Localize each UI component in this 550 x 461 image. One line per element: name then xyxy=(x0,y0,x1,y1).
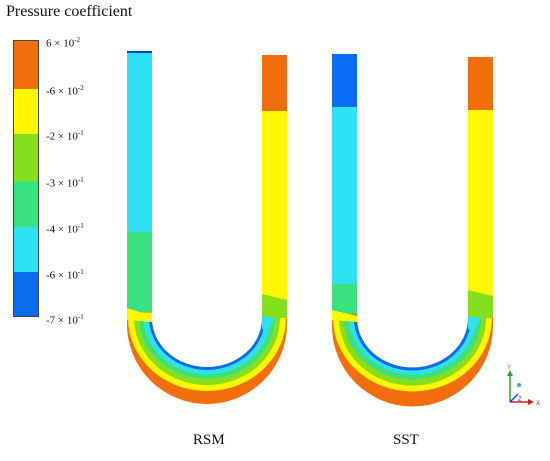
rsm-inner-gap xyxy=(152,48,262,367)
rsm-left-leg-lower xyxy=(127,232,152,312)
z-axis-letter: Z xyxy=(518,397,522,403)
z-axis-line xyxy=(509,393,519,403)
axis-triad: Y X Z xyxy=(507,365,540,407)
sst-right-leg-outlet xyxy=(468,57,493,110)
colorbar-band-3 xyxy=(14,134,38,181)
sst-right-bend-green xyxy=(468,290,493,318)
z-axis-dot xyxy=(517,383,521,387)
x-axis-arrow xyxy=(528,399,534,405)
sst-label: SST xyxy=(393,432,419,448)
colorbar-band-6 xyxy=(14,272,38,316)
sst-inner-gap xyxy=(357,48,468,368)
sst-left-leg-inlet xyxy=(332,54,357,107)
colorbar-band-1 xyxy=(14,41,38,89)
colorbar-band-4 xyxy=(14,181,38,227)
colorbar-tick-5: -4 × 10-1 xyxy=(46,222,84,236)
y-axis-letter: Y xyxy=(507,365,511,371)
rsm-right-bend-cyan xyxy=(262,316,275,334)
colorbar-tick-7: -7 × 10-1 xyxy=(46,313,84,327)
sst-left-leg-upper xyxy=(332,107,357,284)
rsm-label: RSM xyxy=(193,432,225,448)
x-axis-letter: X xyxy=(536,401,540,407)
sst-right-leg xyxy=(468,110,493,318)
sst-left-bend-patch xyxy=(332,310,357,322)
rsm-right-leg xyxy=(262,111,287,316)
rsm-left-leg-inlet-cap xyxy=(127,51,152,53)
sst-left-leg-lower xyxy=(332,284,357,314)
rsm-left-bend-patch xyxy=(127,308,152,322)
rsm-left-leg-upper xyxy=(127,52,152,232)
colorbar xyxy=(13,40,39,317)
rsm-right-leg-outlet xyxy=(262,55,287,111)
y-axis-arrow xyxy=(507,370,513,376)
colorbar-tick-4: -3 × 10-1 xyxy=(46,176,84,190)
colorbar-tick-1: 6 × 10-2 xyxy=(46,36,81,50)
legend-title: Pressure coefficient xyxy=(6,3,133,20)
colorbar-band-2 xyxy=(14,89,38,134)
colorbar-tick-3: -2 × 10-1 xyxy=(46,129,84,143)
colorbar-band-5 xyxy=(14,227,38,272)
colorbar-tick-2: -6 × 10-2 xyxy=(46,84,84,98)
colorbar-tick-6: -6 × 10-1 xyxy=(46,268,84,282)
rsm-right-bend-green xyxy=(262,294,287,318)
sst-right-bend-cyan xyxy=(468,316,481,334)
